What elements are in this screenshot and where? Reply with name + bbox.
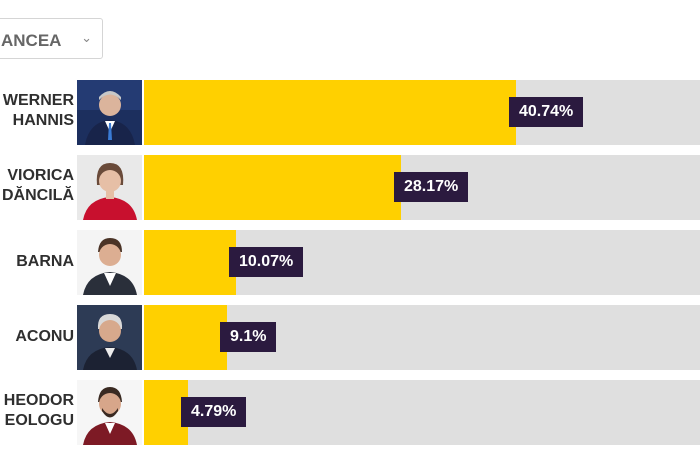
- data-label: 28.17%: [394, 172, 469, 202]
- bar-track: [144, 230, 700, 295]
- candidate-photo: [77, 380, 142, 445]
- candidate-photo: [77, 155, 142, 220]
- data-label: 40.74%: [509, 97, 584, 127]
- candidate-name-line: VIORICA: [7, 167, 74, 184]
- candidate-name-line: ACONU: [15, 328, 74, 345]
- dropdown-selected-value: ANCEA: [1, 31, 62, 50]
- bar: [144, 230, 236, 295]
- chevron-down-icon: ⌄: [81, 30, 92, 45]
- candidate-row: BARNA 10.07%: [0, 230, 700, 295]
- candidate-photo: [77, 230, 142, 295]
- candidate-name: VIORICA DĂNCILĂ: [0, 166, 74, 206]
- candidate-name-line: BARNA: [16, 253, 74, 270]
- bar-track: [144, 155, 700, 220]
- candidate-name: HEODOR EOLOGU: [0, 391, 74, 431]
- candidate-row: ACONU 9.1%: [0, 305, 700, 370]
- data-label: 10.07%: [229, 247, 304, 277]
- candidate-name: WERNER HANNIS: [0, 91, 74, 131]
- candidate-name-line: DĂNCILĂ: [2, 187, 74, 204]
- bar: [144, 380, 188, 445]
- data-label: 4.79%: [181, 397, 247, 427]
- bar-track: [144, 80, 700, 145]
- bar: [144, 80, 516, 145]
- bar: [144, 155, 401, 220]
- candidate-row: VIORICA DĂNCILĂ 28.17%: [0, 155, 700, 220]
- candidate-photo: [77, 80, 142, 145]
- candidate-name-line: EOLOGU: [4, 412, 74, 429]
- candidate-name-line: WERNER: [2, 92, 74, 109]
- bar: [144, 305, 227, 370]
- candidate-name-line: HANNIS: [12, 112, 74, 129]
- candidate-name: ACONU: [0, 327, 74, 347]
- candidate-row: WERNER HANNIS 40.74%: [0, 80, 700, 145]
- candidate-filter-dropdown[interactable]: ANCEA ⌄: [0, 18, 103, 59]
- candidate-name: BARNA: [0, 252, 74, 272]
- candidate-name-line: HEODOR: [3, 392, 74, 409]
- data-label: 9.1%: [220, 322, 277, 352]
- candidate-row: HEODOR EOLOGU 4.79%: [0, 380, 700, 445]
- candidate-photo: [77, 305, 142, 370]
